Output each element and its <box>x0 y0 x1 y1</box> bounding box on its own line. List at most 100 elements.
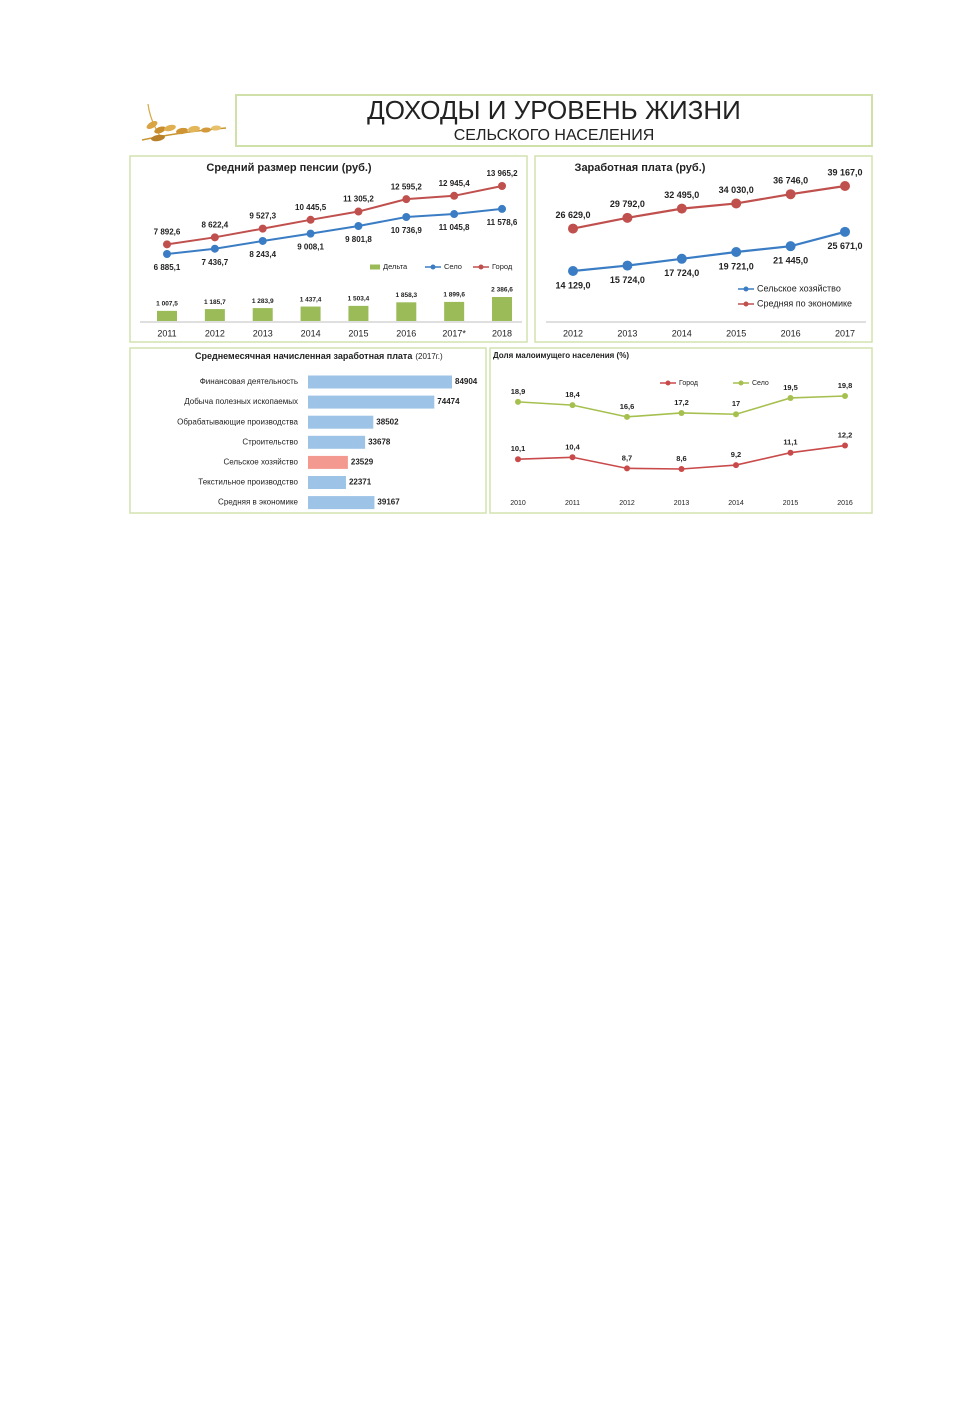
bar <box>157 310 177 321</box>
point <box>787 449 794 456</box>
legend-label: Город <box>492 262 513 271</box>
bar <box>348 305 369 321</box>
data-label: 9,2 <box>731 450 741 459</box>
bar <box>308 476 346 489</box>
point <box>787 394 794 401</box>
x-tick-label: 2015 <box>783 500 799 507</box>
point <box>622 212 633 223</box>
point <box>676 253 687 264</box>
legend-label: Средняя по экономике <box>757 298 852 308</box>
point <box>731 247 742 258</box>
x-tick-label: 2010 <box>510 500 526 507</box>
legend-label: Сельское хозяйство <box>757 283 841 293</box>
point <box>842 393 848 399</box>
data-label: 84904 <box>455 377 478 386</box>
data-label: 74474 <box>437 397 460 406</box>
point <box>354 207 363 216</box>
data-label: 1 503,4 <box>348 296 370 303</box>
data-label: 19 721,0 <box>719 261 754 271</box>
chart-title-text: Среднемесячная начисленная заработная пл… <box>195 351 413 361</box>
data-label: 12,2 <box>838 431 853 440</box>
point <box>678 409 685 416</box>
data-label: 26 629,0 <box>555 210 590 220</box>
legend-swatch <box>743 286 749 292</box>
data-label: 8,6 <box>676 454 686 463</box>
legend-label: Село <box>444 262 462 271</box>
bar <box>252 308 273 321</box>
data-label: 7 892,6 <box>154 227 181 236</box>
data-label: 1 899,6 <box>443 292 465 299</box>
line <box>166 207 503 255</box>
bar <box>308 375 452 389</box>
data-label: 25 671,0 <box>827 241 862 251</box>
data-label: 38502 <box>376 417 399 426</box>
data-label: 1 437,4 <box>300 296 322 303</box>
chart-title: Доля малоимущего населения (%) <box>493 351 629 360</box>
data-label: 39167 <box>377 498 400 507</box>
category-label: Текстильное производство <box>198 478 298 487</box>
data-label: 2 386,6 <box>491 287 513 294</box>
category-label: Добыча полезных ископаемых <box>184 397 298 406</box>
line <box>166 185 503 246</box>
chart-title-text: Заработная плата (руб.) <box>575 162 706 174</box>
data-label: 8 243,4 <box>249 250 276 259</box>
data-label: 19,8 <box>838 381 853 390</box>
point <box>840 181 850 191</box>
x-tick-label: 2017 <box>835 328 855 338</box>
data-label: 19,5 <box>783 383 798 392</box>
data-label: 8,7 <box>622 453 632 462</box>
data-label: 17 724,0 <box>664 268 699 278</box>
data-label: 10,4 <box>565 442 580 451</box>
data-label: 17 <box>732 399 740 408</box>
data-label: 1 858,3 <box>395 292 417 299</box>
data-label: 8 622,4 <box>202 220 229 229</box>
header-box <box>235 94 873 147</box>
data-label: 39 167,0 <box>827 167 862 177</box>
data-label: 29 792,0 <box>610 199 645 209</box>
legend-swatch <box>665 380 671 386</box>
x-tick-label: 2012 <box>205 328 225 338</box>
category-label: Сельское хозяйство <box>223 458 298 467</box>
legend-swatch <box>478 264 484 270</box>
point <box>785 241 796 252</box>
data-label: 33678 <box>368 437 391 446</box>
x-tick-label: 2017* <box>442 328 466 338</box>
data-label: 12 945,4 <box>439 179 471 188</box>
data-label: 11,1 <box>783 438 797 447</box>
data-label: 10,1 <box>511 444 526 453</box>
bar <box>492 297 513 321</box>
line <box>572 230 846 273</box>
bar <box>308 435 366 449</box>
chart-subtitle: (2017г.) <box>415 352 443 361</box>
point <box>568 266 578 276</box>
x-tick-label: 2013 <box>253 328 273 338</box>
bar <box>308 455 348 469</box>
point <box>624 465 630 472</box>
x-tick-label: 2015 <box>348 328 368 338</box>
x-tick-label: 2015 <box>726 328 746 338</box>
point <box>354 221 363 230</box>
point <box>163 250 171 258</box>
x-tick-label: 2012 <box>619 500 635 507</box>
point <box>402 213 411 222</box>
legend-swatch <box>738 380 744 386</box>
x-tick-label: 2014 <box>728 500 744 507</box>
x-tick-label: 2013 <box>674 500 690 507</box>
bar <box>204 309 225 321</box>
point <box>622 260 633 271</box>
point <box>210 244 219 253</box>
point <box>402 195 411 204</box>
point <box>840 226 850 237</box>
bar <box>308 496 375 510</box>
point <box>210 233 219 242</box>
data-label: 9 008,1 <box>297 243 324 252</box>
data-label: 23529 <box>351 458 374 467</box>
data-label: 17,2 <box>674 398 689 407</box>
x-tick-label: 2016 <box>396 328 416 338</box>
point <box>733 411 739 418</box>
x-tick-label: 2012 <box>563 328 583 338</box>
data-label: 7 436,7 <box>202 258 229 267</box>
data-label: 22371 <box>349 478 372 487</box>
legend-swatch <box>430 264 436 270</box>
header-subtitle: СЕЛЬСКОГО НАСЕЛЕНИЯ <box>454 127 655 144</box>
